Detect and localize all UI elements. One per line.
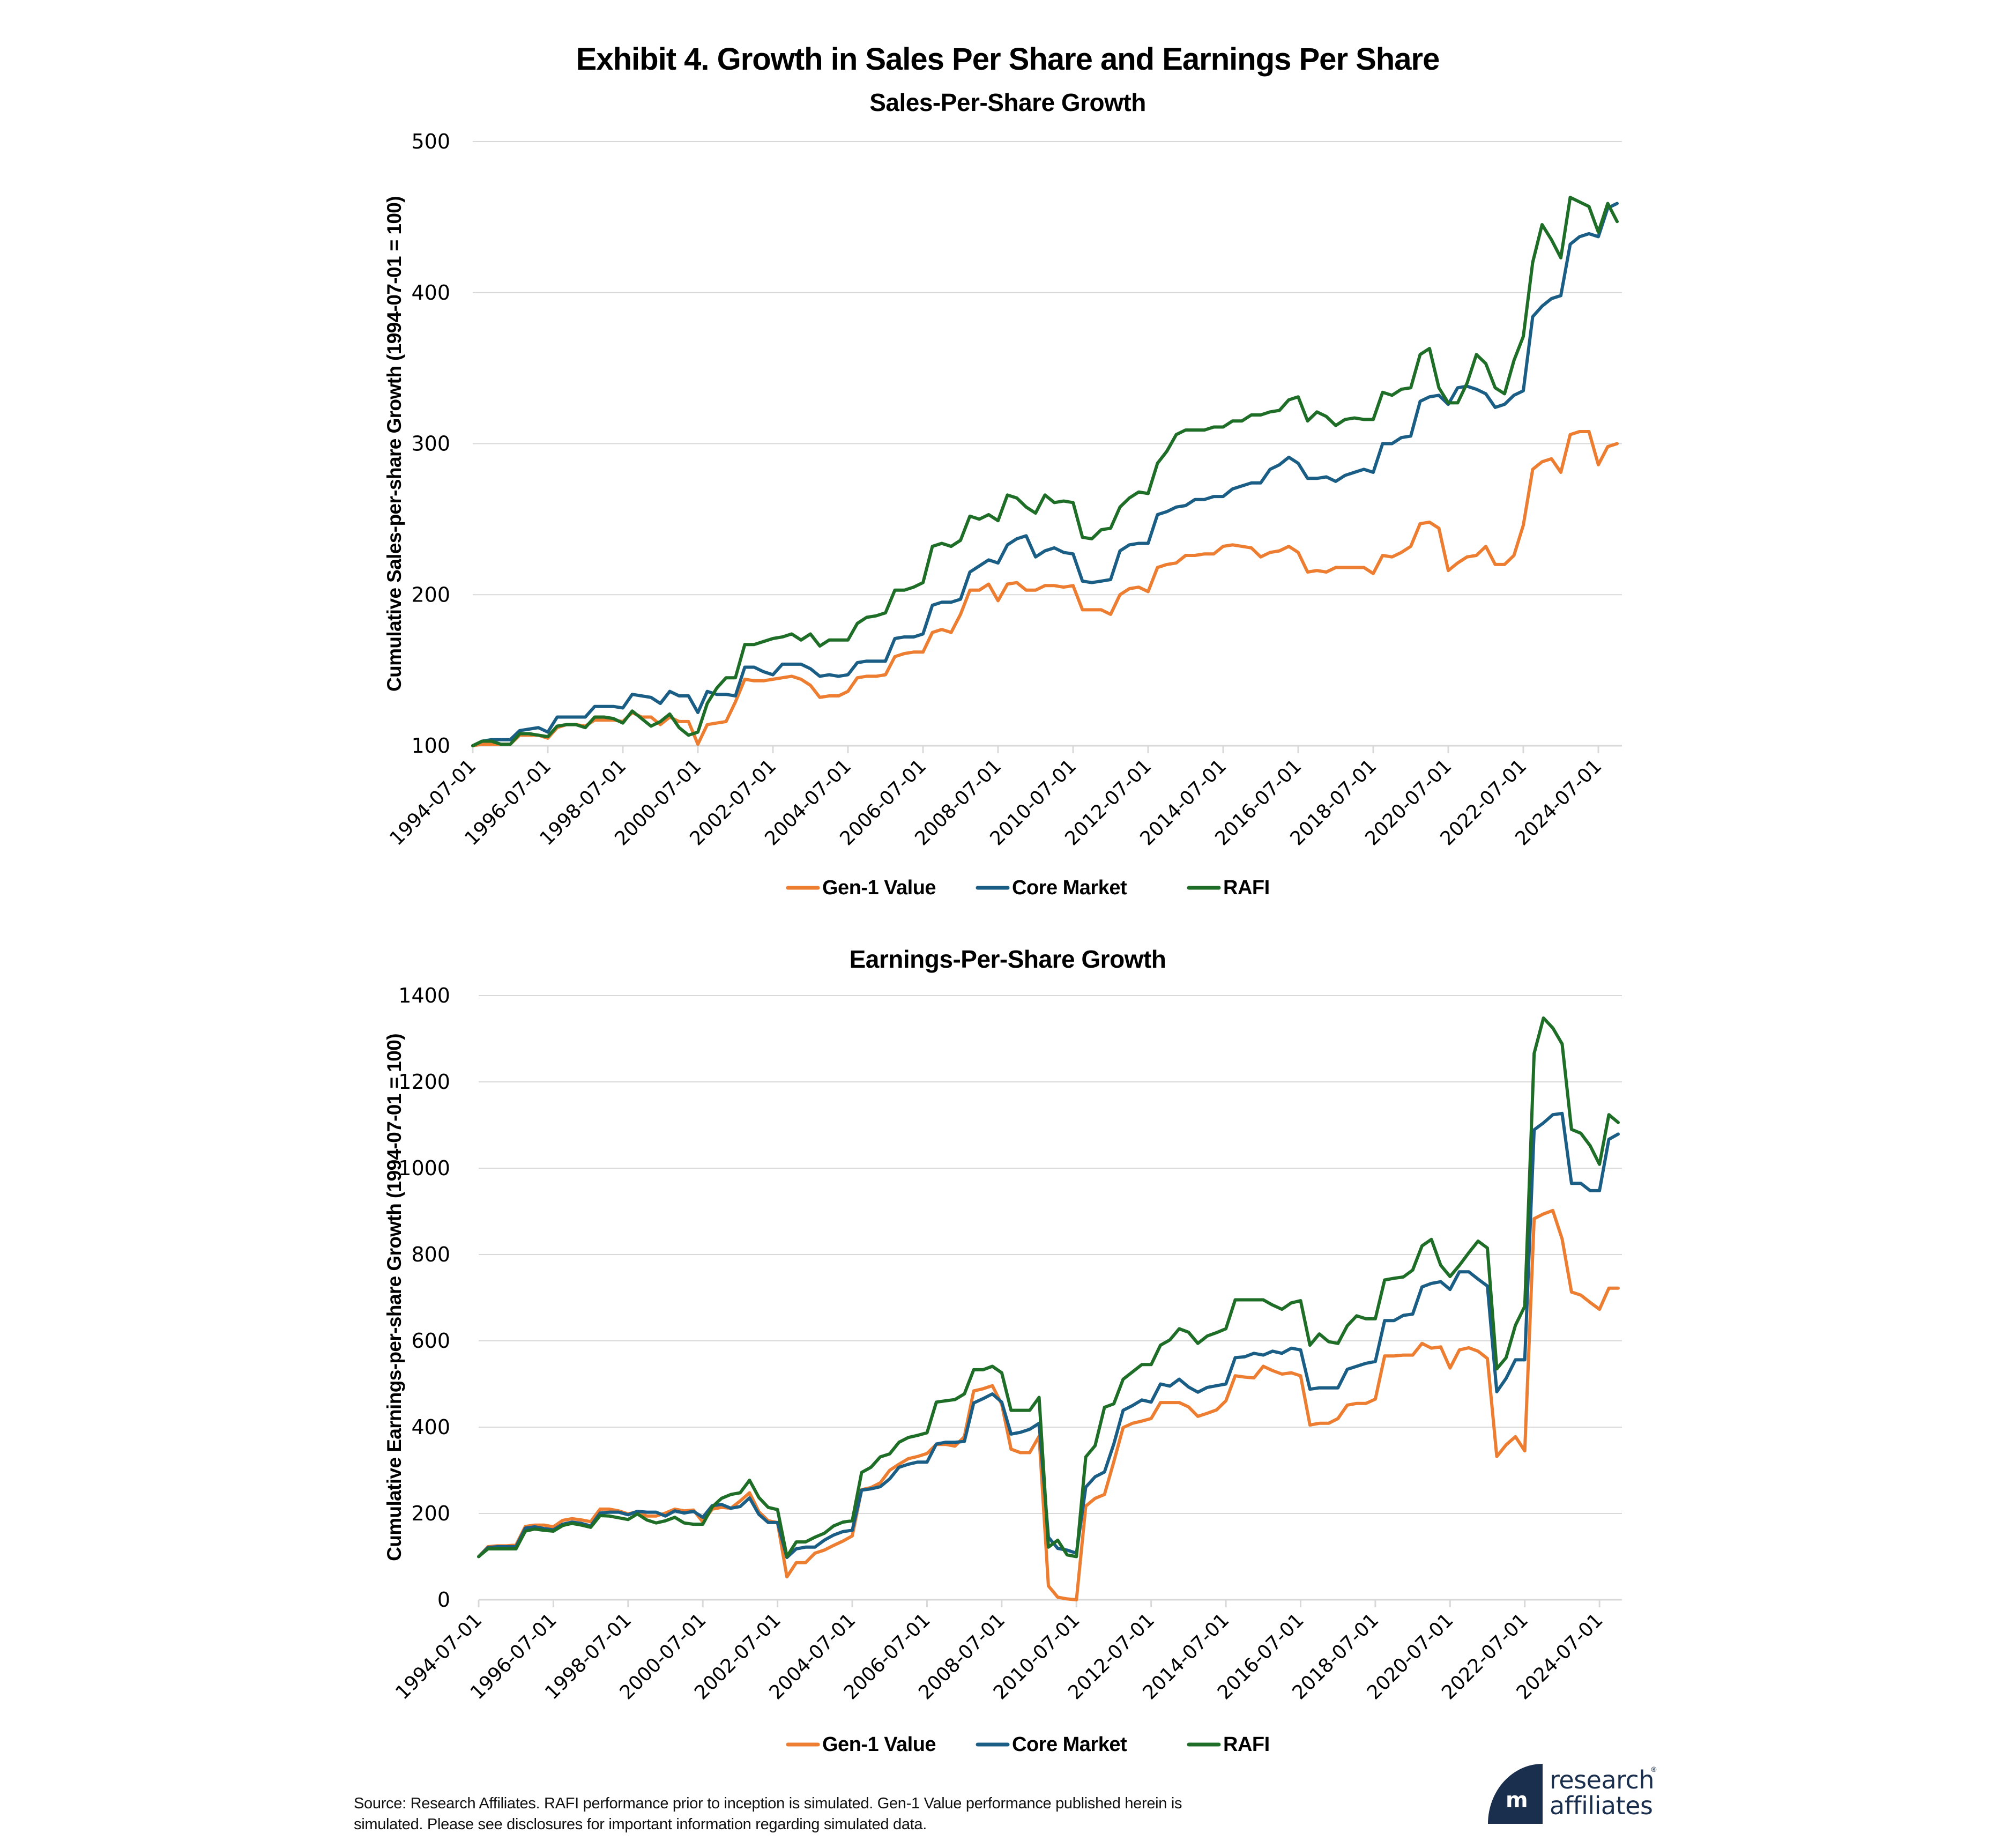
y-tick-label: 800 xyxy=(411,1243,450,1266)
research-affiliates-logo: m research affiliates ® xyxy=(1488,1764,1659,1825)
x-axis-ticks-sales: 1994-07-011996-07-011998-07-012000-07-01… xyxy=(385,755,1606,850)
series-earnings xyxy=(477,1016,1620,1601)
y-axis-title-sales: Cumulative Sales-per-share Growth (1994-… xyxy=(383,196,405,692)
legend-item-rafi: RAFI xyxy=(1187,877,1270,899)
legend-label-gen-1-value: Gen-1 Value xyxy=(822,877,936,899)
y-axis-ticks-sales: 100 200 300 400 500 xyxy=(411,130,450,758)
logo-wordmark: research affiliates xyxy=(1550,1765,1655,1820)
y-tick-label: 0 xyxy=(437,1588,450,1612)
chart-title-sales: Sales-Per-Share Growth xyxy=(869,88,1146,116)
legend-earnings: Gen-1 Value Core Market RAFI xyxy=(786,1733,1270,1756)
legend-item-rafi: RAFI xyxy=(1187,1733,1270,1756)
logo-line-2: affiliates xyxy=(1550,1791,1653,1820)
sales-per-share-chart: Sales-Per-Share Growth Cumulative Sales-… xyxy=(383,88,1622,899)
y-tick-label: 500 xyxy=(411,130,450,153)
logo-line-1: research xyxy=(1550,1765,1655,1794)
y-tick-label: 200 xyxy=(411,583,450,606)
y-axis-title-earnings: Cumulative Earnings-per-share Growth (19… xyxy=(383,1034,405,1561)
y-tick-label: 1000 xyxy=(398,1156,450,1180)
y-tick-label: 100 xyxy=(411,734,450,758)
registered-mark-icon: ® xyxy=(1650,1766,1657,1774)
legend-sales: Gen-1 Value Core Market RAFI xyxy=(786,877,1270,899)
series-line-core-market xyxy=(471,202,1619,747)
series-sales xyxy=(471,196,1619,747)
y-tick-label: 400 xyxy=(411,281,450,305)
x-axis-sales xyxy=(472,745,1622,753)
legend-label-core-market: Core Market xyxy=(1012,1733,1127,1756)
series-line-core-market xyxy=(477,1111,1620,1560)
series-line-rafi xyxy=(477,1016,1620,1558)
logo-mark-icon: m xyxy=(1488,1764,1543,1824)
legend-item-gen-1-value: Gen-1 Value xyxy=(786,1733,936,1756)
y-tick-label: 600 xyxy=(411,1329,450,1353)
legend-item-gen-1-value: Gen-1 Value xyxy=(786,877,936,899)
earnings-per-share-chart: Earnings-Per-Share Growth Cumulative Ear… xyxy=(383,945,1622,1756)
logo-glyph: m xyxy=(1506,1788,1528,1813)
y-tick-label: 300 xyxy=(411,432,450,456)
legend-label-rafi: RAFI xyxy=(1223,877,1270,899)
series-line-rafi xyxy=(471,196,1619,747)
gridlines-earnings xyxy=(479,995,1622,1514)
x-axis-ticks-earnings: 1994-07-011996-07-011998-07-012000-07-01… xyxy=(391,1609,1607,1704)
legend-label-gen-1-value: Gen-1 Value xyxy=(822,1733,936,1756)
legend-label-core-market: Core Market xyxy=(1012,877,1127,899)
chart-title-earnings: Earnings-Per-Share Growth xyxy=(850,945,1166,973)
y-axis-ticks-earnings: 0 200 400 600 800 1000 1200 1400 xyxy=(398,984,450,1612)
source-note-line-2: simulated. Please see disclosures for im… xyxy=(354,1816,927,1833)
legend-label-rafi: RAFI xyxy=(1223,1733,1270,1756)
y-tick-label: 1200 xyxy=(398,1070,450,1094)
legend-item-core-market: Core Market xyxy=(976,1733,1127,1756)
x-axis-earnings xyxy=(478,1599,1622,1607)
source-note-line-1: Source: Research Affiliates. RAFI perfor… xyxy=(354,1795,1182,1812)
gridlines-sales xyxy=(473,141,1622,596)
source-note: Source: Research Affiliates. RAFI perfor… xyxy=(354,1793,1372,1835)
series-line-gen-1-value xyxy=(477,1208,1620,1601)
y-tick-label: 400 xyxy=(411,1415,450,1439)
series-line-gen-1-value xyxy=(471,430,1619,747)
legend-item-core-market: Core Market xyxy=(976,877,1127,899)
y-tick-label: 1400 xyxy=(398,984,450,1007)
y-tick-label: 200 xyxy=(411,1502,450,1525)
figure-title: Exhibit 4. Growth in Sales Per Share and… xyxy=(576,42,1440,77)
